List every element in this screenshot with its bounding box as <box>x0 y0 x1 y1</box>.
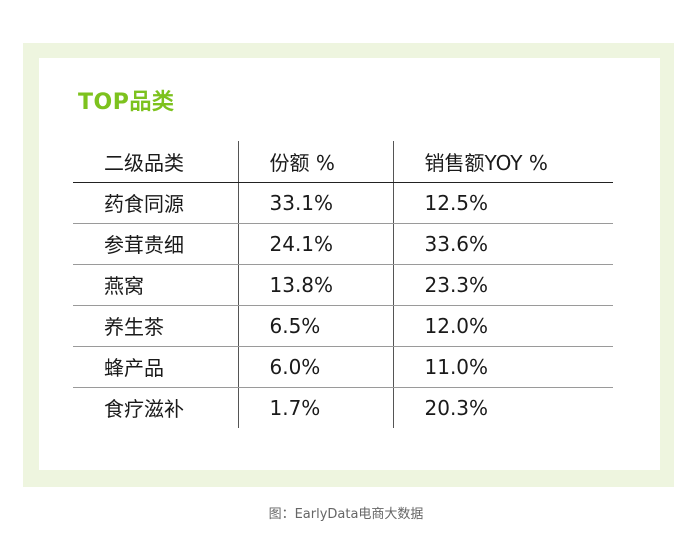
table-row: 食疗滋补 1.7% 20.3% <box>73 387 613 428</box>
cell-yoy: 33.6% <box>393 223 613 265</box>
cell-yoy: 11.0% <box>393 346 613 388</box>
cell-share: 1.7% <box>238 387 394 428</box>
source-caption: 图：EarlyData电商大数据 <box>268 507 424 522</box>
cell-category: 参茸贵细 <box>73 223 239 265</box>
cell-yoy: 23.3% <box>393 264 613 306</box>
table-row: 参茸贵细 24.1% 33.6% <box>73 223 613 265</box>
cell-category: 燕窝 <box>73 264 239 306</box>
table-row: 药食同源 33.1% 12.5% <box>73 182 613 224</box>
cell-category: 蜂产品 <box>73 346 239 388</box>
cell-share: 33.1% <box>238 182 394 224</box>
table-row: 蜂产品 6.0% 11.0% <box>73 346 613 388</box>
cell-share: 6.5% <box>238 305 394 347</box>
table-row: 燕窝 13.8% 23.3% <box>73 264 613 306</box>
cell-share: 24.1% <box>238 223 394 265</box>
cell-yoy: 20.3% <box>424 395 489 420</box>
header-category: 二级品类 <box>73 141 239 183</box>
category-table: 二级品类 份额 % 销售额YOY % 药食同源 33.1% 12.5% 参茸贵细… <box>73 141 613 428</box>
card-title: TOP品类 <box>78 90 175 115</box>
cell-share: 13.8% <box>238 264 394 306</box>
cell-category: 药食同源 <box>73 182 239 224</box>
cell-category: 养生茶 <box>73 305 239 347</box>
cell-yoy: 12.0% <box>393 305 613 347</box>
cell-category: 食疗滋补 <box>73 387 239 428</box>
header-yoy: 销售额YOY % <box>393 141 613 183</box>
header-share: 份额 % <box>238 141 394 183</box>
table-header-row: 二级品类 份额 % 销售额YOY % <box>73 141 613 183</box>
cell-share: 6.0% <box>238 346 394 388</box>
table-row: 养生茶 6.5% 12.0% <box>73 305 613 347</box>
cell-yoy: 12.5% <box>393 182 613 224</box>
